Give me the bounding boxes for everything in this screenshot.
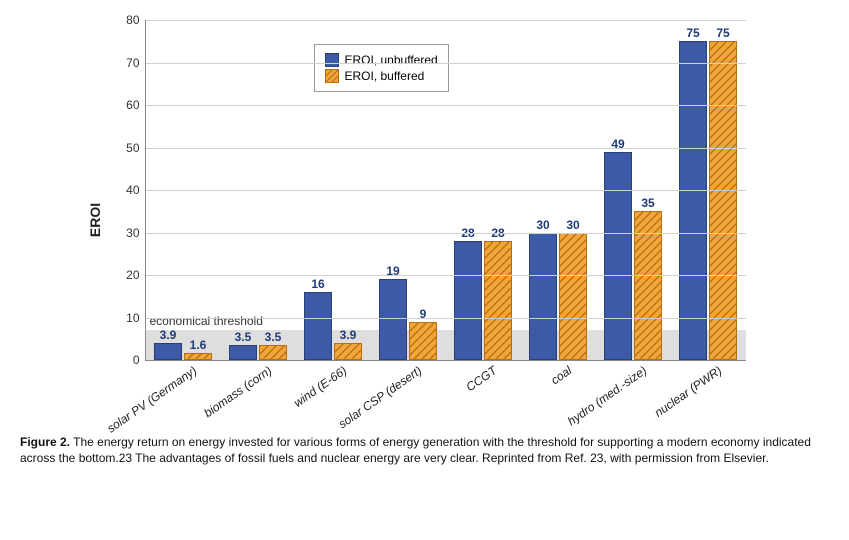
y-tick-label: 60 [126,98,139,112]
bar: 3.9 [154,343,182,360]
bar: 9 [409,322,437,360]
caption-lead: Figure 2. [20,435,70,449]
bar: 28 [454,241,482,360]
figure-caption: Figure 2. The energy return on energy in… [20,434,829,466]
y-tick-label: 20 [126,268,139,282]
x-tick-label: biomass (corn) [201,363,274,420]
x-tick-label: solar PV (Germany) [104,363,199,435]
legend-label: EROI, unbuffered [345,53,438,67]
bar: 28 [484,241,512,360]
legend-item: EROI, unbuffered [325,53,438,67]
gridline [146,190,746,191]
bar: 3.9 [334,343,362,360]
x-tick-label: coal [548,363,574,387]
bar-value-label: 9 [420,307,427,321]
bar: 16 [304,292,332,360]
plot-stage: economical threshold 3.91.63.53.5163.919… [145,20,745,360]
legend-label: EROI, buffered [345,69,425,83]
y-tick-label: 50 [126,141,139,155]
x-tick-label: hydro (med.-size) [565,363,650,428]
gridline [146,148,746,149]
bar: 75 [709,41,737,360]
gridline [146,275,746,276]
bar-value-label: 30 [566,218,579,232]
bar-value-label: 19 [386,264,399,278]
bar: 75 [679,41,707,360]
x-tick-label: wind (E-66) [291,363,349,410]
bar-value-label: 49 [611,137,624,151]
bar-value-label: 30 [536,218,549,232]
caption-text: The energy return on energy invested for… [20,435,811,465]
bar: 35 [634,211,662,360]
gridline [146,63,746,64]
y-tick-label: 30 [126,226,139,240]
bar: 1.6 [184,353,212,360]
y-axis-label: EROI [87,203,103,237]
y-tick-label: 80 [126,13,139,27]
y-tick-label: 70 [126,56,139,70]
gridline [146,318,746,319]
gridline [146,20,746,21]
plot-area: economical threshold 3.91.63.53.5163.919… [145,20,746,361]
bar-value-label: 75 [716,26,729,40]
bar: 19 [379,279,407,360]
y-tick-label: 0 [133,353,140,367]
legend: EROI, unbuffered EROI, buffered [314,44,449,92]
bar: 30 [559,233,587,361]
bar-value-label: 3.9 [160,328,177,342]
x-tick-label: CCGT [463,363,499,394]
bar: 30 [529,233,557,361]
legend-swatch [325,69,339,83]
y-tick-label: 40 [126,183,139,197]
chart: EROI economical threshold 3.91.63.53.516… [65,10,785,430]
bar-value-label: 3.9 [340,328,357,342]
figure: EROI economical threshold 3.91.63.53.516… [0,0,849,540]
bar-value-label: 3.5 [265,330,282,344]
bar: 3.5 [259,345,287,360]
bar-value-label: 3.5 [235,330,252,344]
y-tick-label: 10 [126,311,139,325]
bar-value-label: 16 [311,277,324,291]
gridline [146,233,746,234]
x-tick-label: nuclear (PWR) [652,363,724,420]
bar-value-label: 1.6 [190,338,207,352]
legend-item: EROI, buffered [325,69,438,83]
bar: 3.5 [229,345,257,360]
gridline [146,105,746,106]
bar-value-label: 35 [641,196,654,210]
bar: 49 [604,152,632,360]
legend-swatch [325,53,339,67]
bar-value-label: 75 [686,26,699,40]
